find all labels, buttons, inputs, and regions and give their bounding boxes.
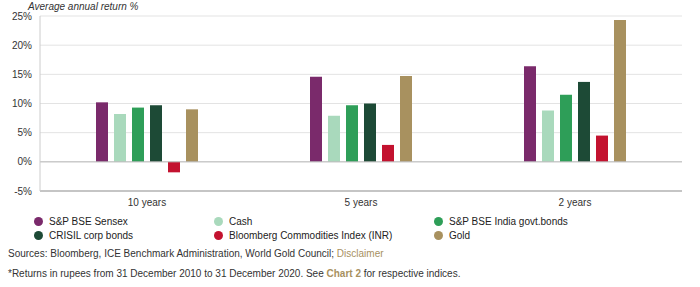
svg-text:-5%: -5% bbox=[14, 186, 32, 197]
html-text:Bloomberg Commodities Index (I: Bloomberg Commodities Index (INR) bbox=[229, 230, 393, 241]
svg-text:20%: 20% bbox=[12, 40, 32, 51]
svg-text:10 years: 10 years bbox=[128, 197, 166, 208]
html-text:S&P BSE India govt.bonds: S&P BSE India govt.bonds bbox=[449, 216, 568, 227]
svg-text:5%: 5% bbox=[18, 127, 33, 138]
svg-text:10%: 10% bbox=[12, 98, 32, 109]
svg-text:2 years: 2 years bbox=[559, 197, 592, 208]
html-text:*Returns in rupees from 31 Dec: *Returns in rupees from 31 December 2010… bbox=[8, 268, 461, 279]
svg-text:0%: 0% bbox=[18, 156, 33, 167]
html-text:S&P BSE Sensex: S&P BSE Sensex bbox=[49, 216, 128, 227]
html-text:Cash: Cash bbox=[229, 216, 253, 227]
html-text:Sources: Bloomberg, ICE Benchm: Sources: Bloomberg, ICE Benchmark Admini… bbox=[8, 248, 384, 259]
html-text:CRISIL corp bonds: CRISIL corp bonds bbox=[49, 230, 134, 241]
html-text:Average annual return %: Average annual return % bbox=[28, 1, 139, 12]
svg-text:25%: 25% bbox=[12, 11, 32, 22]
svg-text:5 years: 5 years bbox=[345, 197, 378, 208]
html-text:Gold: Gold bbox=[449, 230, 471, 241]
svg-text:15%: 15% bbox=[12, 69, 32, 80]
